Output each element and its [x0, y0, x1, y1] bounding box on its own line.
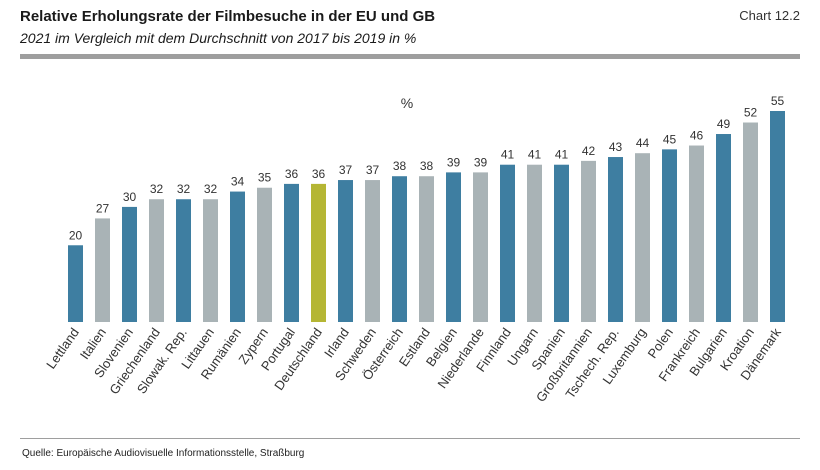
bar-16	[473, 172, 488, 322]
chart-subtitle: 2021 im Vergleich mit dem Durchschnitt v…	[20, 30, 417, 46]
bottom-rule	[20, 438, 800, 439]
value-label: 36	[312, 167, 326, 181]
value-label: 41	[555, 148, 569, 162]
bar-3	[122, 206, 137, 322]
bar-1	[68, 245, 83, 322]
bar-20	[581, 160, 596, 322]
value-label: 41	[528, 148, 542, 162]
value-label: 41	[501, 148, 515, 162]
bar-9	[284, 183, 299, 322]
bar-21	[608, 157, 623, 322]
top-rule	[20, 54, 800, 59]
bar-26	[743, 122, 758, 322]
value-label: 27	[96, 201, 110, 215]
value-labels-group: 20 27 30 32 32 32 34 35 36 36 37 37 38 38 39 39 41 41 41 42…	[69, 94, 785, 242]
value-label: 38	[420, 159, 434, 173]
value-label: 49	[717, 117, 731, 131]
bar-11	[338, 180, 353, 322]
bar-13	[392, 176, 407, 322]
value-label: 45	[663, 132, 677, 146]
chart-id: Chart 12.2	[739, 8, 800, 23]
bar-8	[257, 187, 272, 322]
bar-24	[689, 145, 704, 322]
value-label: 37	[339, 163, 353, 177]
value-label: 34	[231, 175, 245, 189]
category-labels-group: LettlandItalienSlovenienGriechenlandSlow…	[43, 325, 784, 405]
bars-group	[68, 111, 785, 322]
value-label: 36	[285, 167, 299, 181]
value-label: 38	[393, 159, 407, 173]
bar-2	[95, 218, 110, 322]
value-label: 20	[69, 228, 83, 242]
value-label: 32	[150, 182, 164, 196]
unit-label: %	[401, 95, 413, 111]
bar-7	[230, 191, 245, 322]
bar-5	[176, 199, 191, 322]
bar-15	[446, 172, 461, 322]
category-label: Lettland	[43, 325, 82, 372]
bar-19	[554, 164, 569, 322]
bar-18	[527, 164, 542, 322]
bar-27	[770, 111, 785, 322]
value-label: 42	[582, 144, 596, 158]
value-label: 39	[447, 155, 461, 169]
bar-22	[635, 153, 650, 322]
value-label: 32	[204, 182, 218, 196]
bar-23	[662, 149, 677, 322]
bar-25	[716, 134, 731, 322]
bar-chart: % 20 27 30 32 32 32 34 35 36 36 37 37 38 38 39 39 41 41 41…	[43, 94, 785, 405]
bar-10	[311, 183, 326, 322]
value-label: 46	[690, 129, 704, 143]
value-label: 32	[177, 182, 191, 196]
value-label: 39	[474, 155, 488, 169]
value-label: 43	[609, 140, 623, 154]
bar-17	[500, 164, 515, 322]
bar-12	[365, 180, 380, 322]
value-label: 37	[366, 163, 380, 177]
value-label: 55	[771, 94, 785, 108]
chart-title: Relative Erholungsrate der Filmbesuche i…	[20, 8, 436, 25]
bar-14	[419, 176, 434, 322]
value-label: 35	[258, 171, 272, 185]
source-note: Quelle: Europäische Audiovisuelle Inform…	[22, 448, 305, 459]
value-label: 52	[744, 106, 758, 120]
bar-4	[149, 199, 164, 322]
value-label: 30	[123, 190, 137, 204]
value-label: 44	[636, 136, 650, 150]
bar-6	[203, 199, 218, 322]
